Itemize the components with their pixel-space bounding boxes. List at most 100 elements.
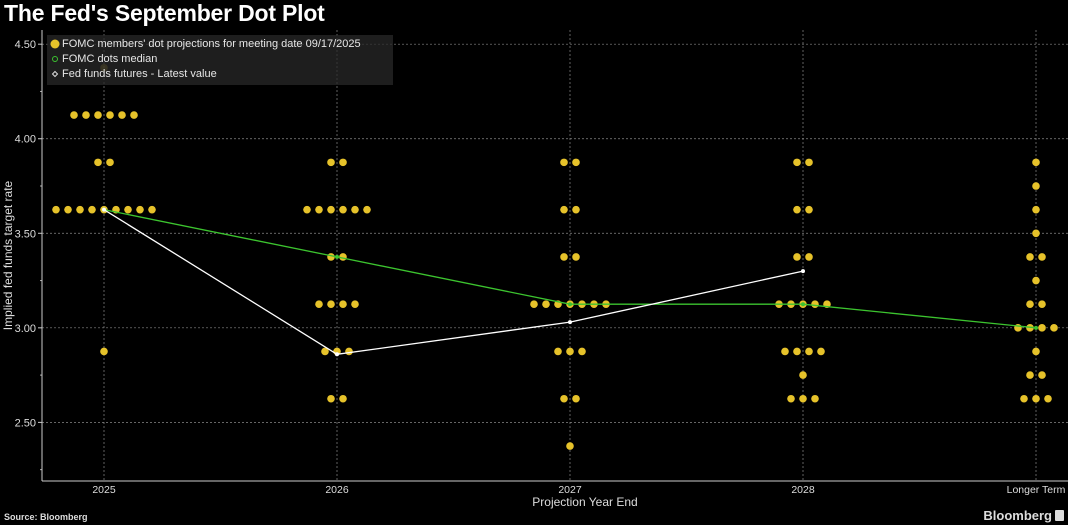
fomc-dot	[148, 205, 156, 214]
fomc-dot	[793, 205, 801, 214]
fomc-dot	[566, 347, 574, 356]
fomc-dot	[1032, 229, 1040, 238]
x-tick-label: 2027	[558, 484, 582, 496]
fomc-dot	[88, 205, 96, 214]
fomc-dot	[339, 253, 347, 261]
fomc-dot	[560, 394, 568, 403]
fomc-dot	[530, 300, 538, 308]
fomc-dot	[339, 300, 347, 308]
legend-label: Fed funds futures - Latest value	[62, 67, 217, 80]
fomc-dot	[315, 300, 323, 308]
median-point	[568, 302, 572, 307]
white-diamond-icon	[50, 69, 60, 79]
futures-point	[335, 352, 339, 357]
fomc-dot	[82, 111, 90, 119]
fomc-dot	[1026, 371, 1034, 379]
fomc-dot	[303, 205, 311, 214]
fomc-dot	[1026, 300, 1034, 308]
x-tick-label: Longer Term	[1007, 484, 1066, 496]
fomc-dot	[560, 253, 568, 261]
fomc-dot	[94, 158, 102, 167]
fomc-dot	[793, 158, 801, 167]
fomc-dot	[339, 205, 347, 214]
fomc-dot	[799, 394, 807, 403]
legend-item-dots: FOMC members' dot projections for meetin…	[50, 36, 393, 51]
fomc-dot	[799, 371, 807, 379]
fomc-dot	[1020, 394, 1028, 403]
x-tick-label: 2025	[92, 484, 116, 496]
fomc-dot	[1038, 324, 1046, 332]
logo-mark-icon	[1055, 510, 1064, 521]
fomc-dot	[70, 111, 78, 119]
fomc-dot	[321, 347, 329, 356]
source-note: Source: Bloomberg	[4, 512, 88, 522]
fomc-dot	[1044, 394, 1052, 403]
fomc-dot	[1032, 347, 1040, 356]
x-tick-label: 2028	[791, 484, 815, 496]
fomc-dot	[130, 111, 138, 119]
fomc-dot	[793, 347, 801, 356]
fomc-dot	[94, 111, 102, 119]
legend-item-futures: Fed funds futures - Latest value	[50, 66, 393, 81]
fomc-dot	[1032, 158, 1040, 167]
fomc-dot	[805, 205, 813, 214]
fomc-dot	[811, 300, 819, 308]
fomc-dot	[1032, 394, 1040, 403]
fomc-dot	[572, 158, 580, 167]
y-tick-label: 2.50	[15, 417, 36, 429]
fomc-dot	[805, 347, 813, 356]
fomc-dot	[1026, 253, 1034, 261]
fomc-dot	[542, 300, 550, 308]
fomc-dot	[1038, 253, 1046, 261]
median-point	[1034, 325, 1038, 330]
fomc-dot	[339, 394, 347, 403]
y-tick-label: 3.50	[15, 228, 36, 240]
fomc-dot	[1032, 182, 1040, 190]
y-tick-label: 4.50	[15, 39, 36, 51]
futures-point	[568, 320, 572, 325]
fomc-dot	[1038, 371, 1046, 379]
fomc-dot	[327, 253, 335, 261]
fomc-dot	[351, 300, 359, 308]
fomc-dot	[1038, 300, 1046, 308]
fomc-dot	[572, 253, 580, 261]
y-tick-label: 4.00	[15, 134, 36, 146]
futures-line	[103, 209, 804, 355]
logo-text: Bloomberg	[983, 508, 1052, 523]
fomc-dot	[106, 111, 114, 119]
fomc-dot	[315, 205, 323, 214]
fomc-dot	[118, 111, 126, 119]
fomc-dot	[811, 394, 819, 403]
green-circle-icon	[50, 54, 60, 64]
fomc-dot	[327, 300, 335, 308]
fomc-dot	[339, 158, 347, 167]
fomc-dot	[793, 253, 801, 261]
median-point	[801, 302, 805, 307]
fomc-dot	[136, 205, 144, 214]
fomc-dot	[805, 253, 813, 261]
fomc-dot	[787, 394, 795, 403]
fomc-dot	[572, 205, 580, 214]
fomc-dot	[106, 158, 114, 167]
yellow-dot-icon	[50, 39, 60, 49]
fomc-dot	[566, 442, 574, 450]
fomc-dot	[781, 347, 789, 356]
fomc-dot	[578, 347, 586, 356]
fomc-dot	[345, 347, 353, 356]
y-tick-label: 3.00	[15, 323, 36, 335]
legend-label: FOMC members' dot projections for meetin…	[62, 37, 361, 50]
fomc-dot	[327, 205, 335, 214]
fomc-dot	[805, 158, 813, 167]
fomc-dot	[76, 205, 84, 214]
fomc-dot	[572, 394, 580, 403]
fomc-dot	[124, 205, 132, 214]
fomc-dot	[1050, 324, 1058, 332]
fomc-dot	[560, 158, 568, 167]
fomc-dot	[363, 205, 371, 214]
fomc-dot	[52, 205, 60, 214]
fomc-dot	[560, 205, 568, 214]
fomc-dot	[327, 158, 335, 167]
futures-point	[102, 207, 106, 212]
fomc-dot	[1032, 205, 1040, 214]
